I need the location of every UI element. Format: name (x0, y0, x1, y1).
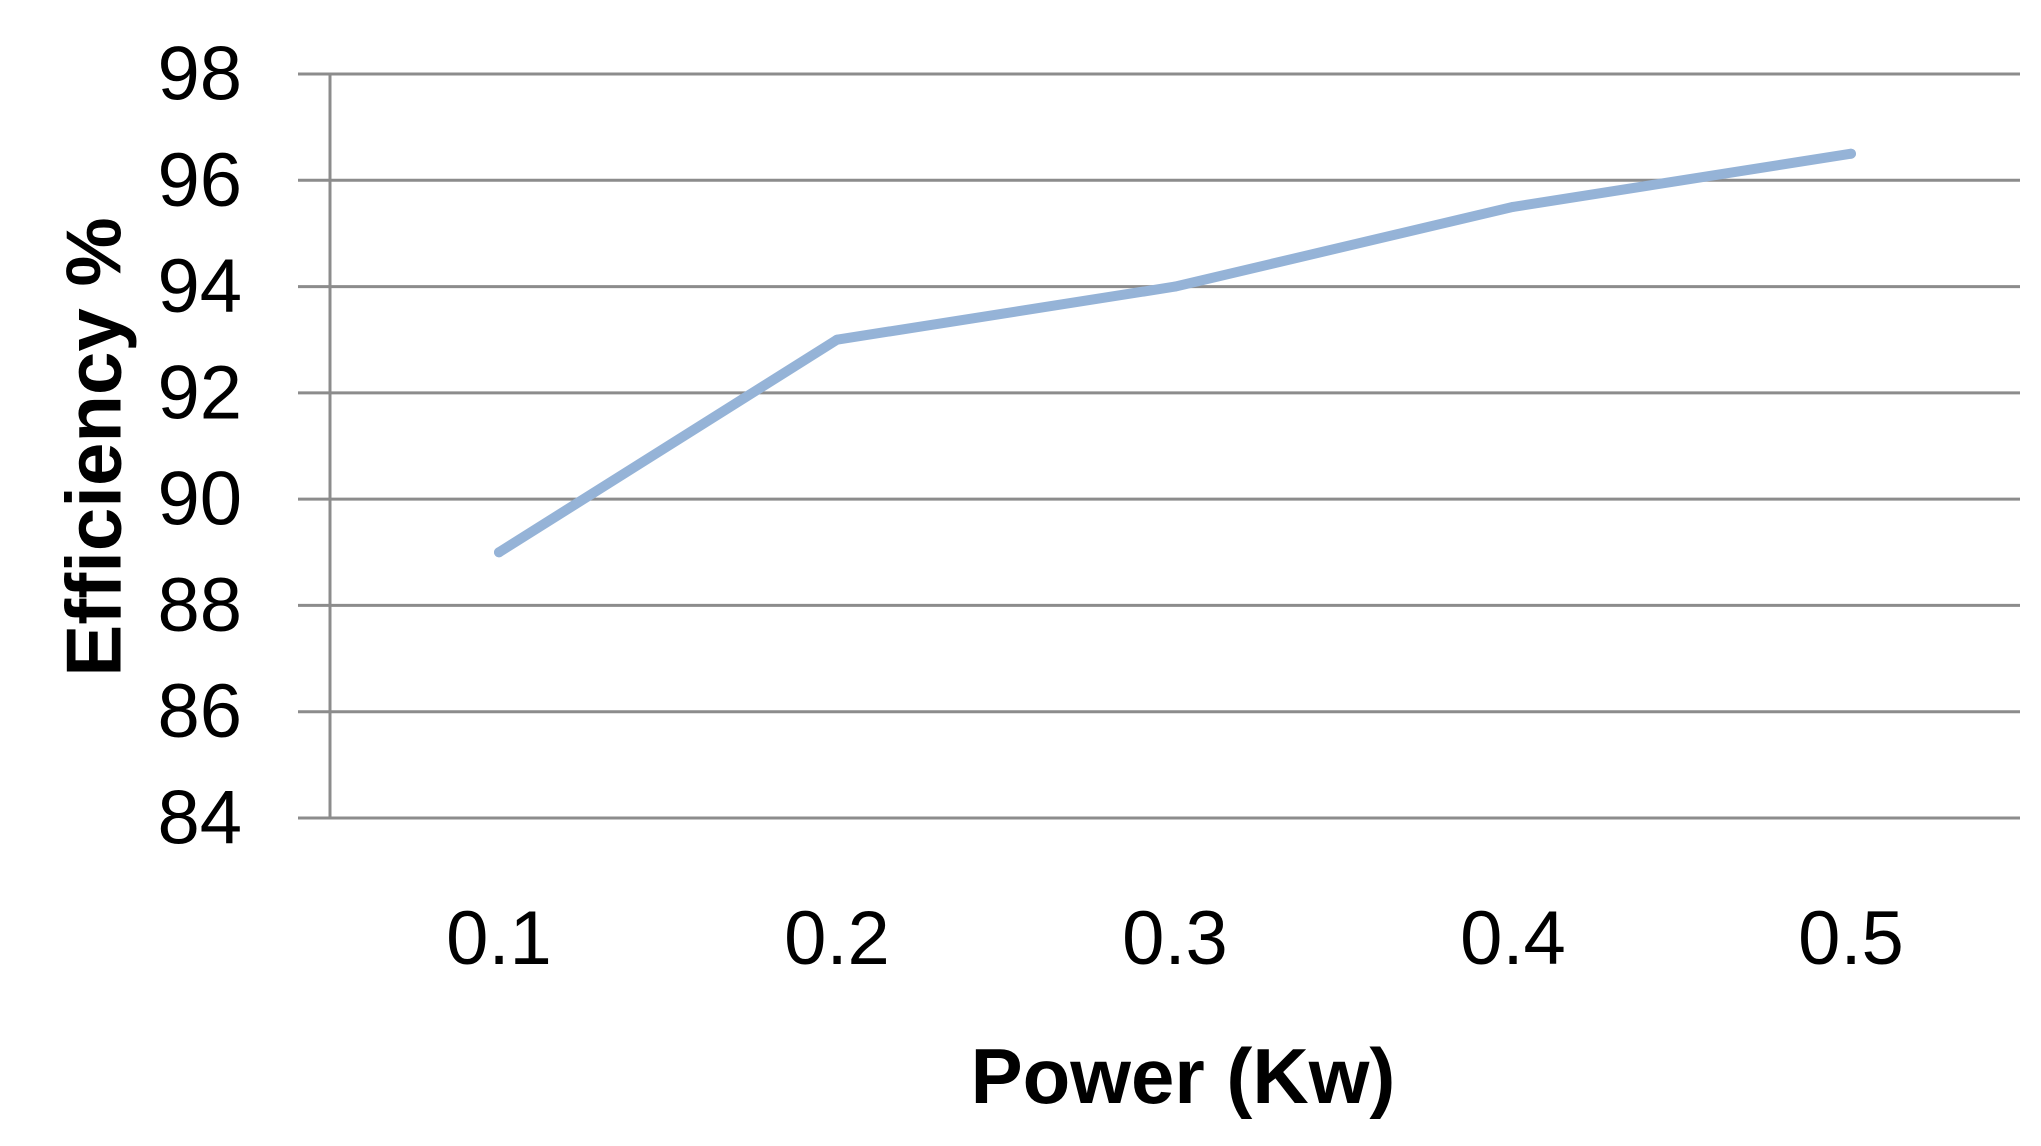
y-tick-label: 90 (157, 457, 242, 542)
x-tick-label: 0.1 (446, 896, 552, 981)
gridlines (298, 72, 2020, 820)
y-tick-label: 92 (157, 350, 242, 435)
y-tick-label: 98 (157, 32, 242, 117)
data-point (1846, 148, 1856, 159)
y-tick-label: 96 (157, 138, 242, 223)
data-point (1508, 201, 1518, 212)
data-point (832, 334, 842, 345)
x-tick-labels: 0.1 0.2 0.3 0.4 0.5 (446, 896, 1904, 981)
series-group (494, 148, 1856, 558)
y-tick-label: 88 (157, 563, 242, 648)
y-tick-label: 86 (157, 669, 242, 754)
series-line (494, 148, 1856, 558)
x-tick-label: 0.3 (1122, 896, 1228, 981)
y-tick-label: 84 (157, 776, 242, 861)
x-tick-label: 0.2 (784, 896, 890, 981)
y-tick-label: 94 (157, 244, 242, 329)
x-axis-title: Power (Kw) (971, 1032, 1396, 1120)
y-tick-labels: 84 86 88 90 92 94 96 98 (157, 32, 242, 861)
x-tick-label: 0.4 (1460, 896, 1566, 981)
data-point (494, 547, 504, 558)
y-axis-title: Efficiency % (50, 217, 138, 677)
x-tick-label: 0.5 (1798, 896, 1904, 981)
data-point (1170, 281, 1180, 292)
